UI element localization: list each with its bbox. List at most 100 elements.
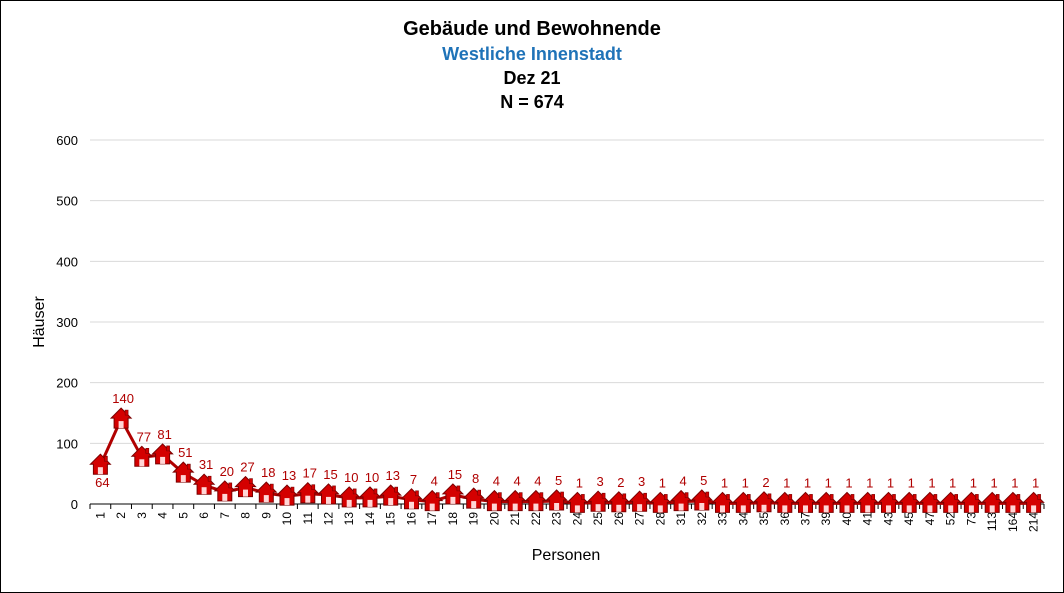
house-marker (255, 481, 278, 503)
house-chimney (187, 463, 191, 470)
house-door (699, 503, 705, 510)
house-chimney (477, 489, 482, 496)
house-chimney (684, 492, 689, 498)
x-tick-label: 23 (550, 512, 564, 526)
house-door (346, 499, 352, 507)
house-chimney (581, 494, 585, 500)
x-tick-label: 7 (218, 512, 232, 519)
x-tick-label: 15 (384, 512, 398, 526)
house-door (989, 505, 995, 513)
house-door (1031, 505, 1037, 513)
house-marker (980, 491, 1004, 513)
x-tick-label: 164 (1006, 512, 1020, 532)
house-chimney (124, 409, 129, 416)
house-marker (814, 491, 838, 513)
house-door (97, 467, 103, 475)
x-tick-label: 39 (819, 512, 833, 526)
data-label: 15 (323, 467, 337, 482)
data-label: 10 (365, 470, 379, 485)
house-marker (89, 453, 112, 475)
house-chimney (249, 478, 253, 484)
data-label: 2 (617, 475, 624, 490)
house-marker (1001, 491, 1025, 513)
house-chimney (290, 486, 295, 493)
house-door (803, 505, 808, 513)
data-label: 1 (908, 475, 915, 490)
chart-subtitle: Westliche Innenstadt (442, 44, 622, 64)
x-tick-label: 32 (695, 512, 709, 526)
data-label: 1 (783, 475, 790, 490)
house-chimney (104, 455, 108, 462)
house-chimney (809, 494, 813, 500)
x-tick-label: 73 (964, 512, 978, 526)
house-door (139, 459, 145, 467)
x-tick-label: 18 (446, 512, 460, 526)
house-chimney (166, 445, 170, 452)
house-door (491, 503, 497, 511)
house-marker (234, 475, 257, 498)
x-tick-label: 35 (757, 512, 771, 526)
house-marker (669, 489, 693, 512)
house-chimney (975, 494, 979, 500)
y-axis-label: Häuser (31, 296, 48, 348)
y-tick-label: 0 (71, 497, 78, 512)
house-marker (524, 489, 548, 512)
x-tick-label: 2 (114, 512, 128, 519)
x-tick-label: 37 (799, 512, 813, 526)
x-tick-label: 33 (716, 512, 730, 526)
data-label: 15 (448, 467, 462, 482)
house-marker (441, 483, 465, 505)
x-tick-label: 16 (404, 512, 418, 526)
x-tick-label: 24 (570, 512, 584, 526)
data-label: 17 (303, 466, 317, 481)
x-tick-label: 9 (259, 512, 273, 519)
house-chimney (311, 484, 316, 491)
data-label: 1 (721, 475, 728, 490)
house-marker (296, 481, 320, 504)
house-door (533, 503, 539, 511)
x-tick-label: 27 (633, 512, 647, 526)
data-label: 4 (431, 474, 438, 489)
y-tick-label: 500 (56, 194, 78, 209)
house-chimney (912, 494, 917, 500)
x-tick-label: 6 (197, 512, 211, 519)
house-marker (462, 487, 485, 509)
data-label: 7 (410, 472, 417, 487)
x-tick-label: 34 (736, 512, 750, 526)
x-tick-label: 13 (342, 512, 356, 526)
x-tick-label: 36 (778, 512, 792, 526)
house-door (471, 501, 477, 509)
house-marker (337, 486, 361, 508)
house-marker (545, 489, 568, 511)
house-marker (939, 491, 962, 513)
data-label: 1 (991, 475, 998, 490)
house-marker (172, 461, 195, 483)
house-door (1010, 505, 1016, 513)
x-axis-label: Personen (532, 547, 601, 564)
house-marker (690, 489, 714, 511)
house-door (886, 505, 891, 513)
house-door (823, 505, 829, 513)
house-marker (794, 491, 817, 513)
data-label: 1 (845, 475, 852, 490)
house-chimney (850, 494, 855, 500)
house-chimney (954, 494, 959, 500)
x-tick-label: 1 (93, 512, 107, 519)
house-door (574, 505, 580, 513)
house-chimney (995, 494, 1000, 500)
data-label: 1 (825, 475, 832, 490)
y-tick-label: 300 (56, 315, 78, 330)
house-chimney (456, 485, 461, 492)
house-marker (586, 490, 610, 512)
house-chimney (767, 493, 772, 500)
gridlines (90, 139, 1044, 444)
house-chimney (228, 482, 233, 489)
house-door (429, 503, 435, 511)
x-axis-ticks: 1 2 3 4 5 6 7 8 9 10 11 12 13 14 15 16 17 18 19 20 21 22 23 24 2… (89, 504, 1045, 532)
house-marker (275, 484, 299, 506)
house-chimney (1016, 494, 1021, 500)
x-tick-label: 11 (301, 512, 315, 525)
house-marker (960, 491, 983, 513)
house-chimney (332, 485, 336, 492)
